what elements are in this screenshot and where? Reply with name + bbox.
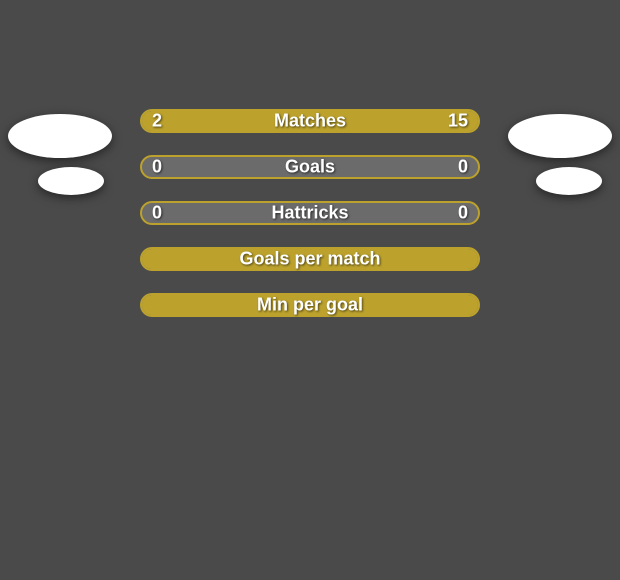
comparison-bars: Matches 2 15 Goals 0 0 Hattricks 0 0 Goals per ma… bbox=[140, 109, 480, 317]
stat-label: Goals bbox=[285, 157, 335, 178]
stat-row: Hattricks 0 0 bbox=[140, 201, 480, 225]
stat-label: Goals per match bbox=[239, 249, 380, 270]
avatar-left-primary bbox=[8, 114, 112, 158]
avatar-right-secondary bbox=[536, 167, 602, 195]
stat-row: Goals per match bbox=[140, 247, 480, 271]
stat-value-right: 0 bbox=[458, 157, 468, 178]
avatar-left-secondary bbox=[38, 167, 104, 195]
stat-label: Hattricks bbox=[271, 203, 348, 224]
stat-value-left: 2 bbox=[152, 111, 162, 132]
comparison-arena: Matches 2 15 Goals 0 0 Hattricks 0 0 Goals per ma… bbox=[0, 109, 620, 339]
stat-value-left: 0 bbox=[152, 157, 162, 178]
stat-row: Min per goal bbox=[140, 293, 480, 317]
stat-label: Min per goal bbox=[257, 295, 363, 316]
stat-row: Matches 2 15 bbox=[140, 109, 480, 133]
stat-value-right: 0 bbox=[458, 203, 468, 224]
stat-value-right: 15 bbox=[448, 111, 468, 132]
avatar-right-primary bbox=[508, 114, 612, 158]
stat-value-left: 0 bbox=[152, 203, 162, 224]
stat-label: Matches bbox=[274, 111, 346, 132]
stat-row: Goals 0 0 bbox=[140, 155, 480, 179]
